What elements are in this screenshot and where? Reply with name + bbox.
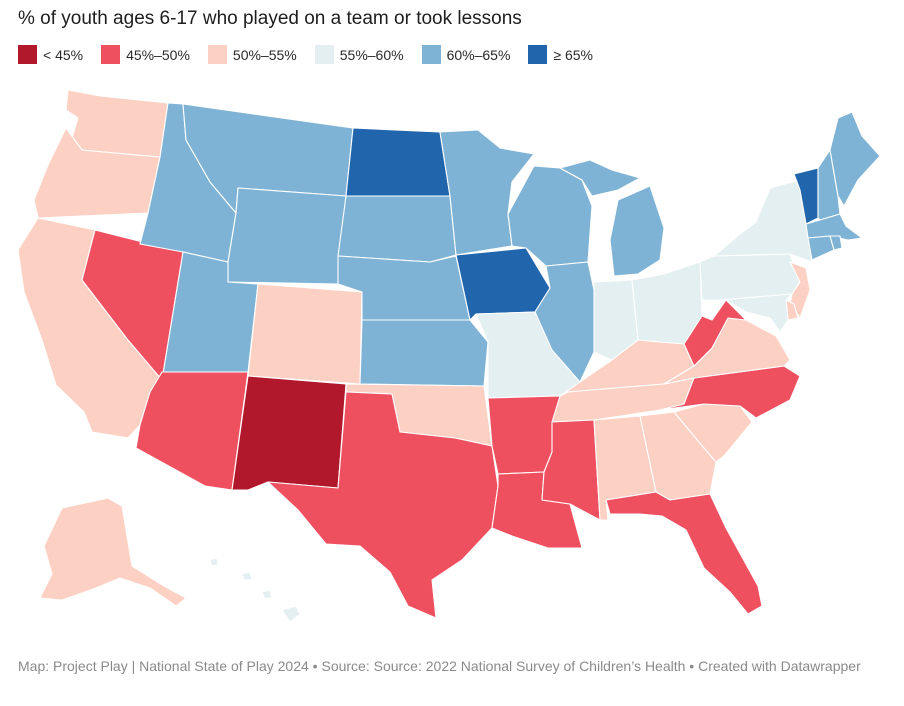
state-mi-up[interactable] [559, 159, 641, 197]
state-az[interactable] [135, 371, 249, 491]
state-ks[interactable] [359, 319, 489, 387]
state-sd[interactable] [337, 195, 457, 263]
us-choropleth-map [17, 89, 881, 623]
state-wi[interactable] [507, 165, 593, 267]
state-mi[interactable] [609, 185, 665, 277]
state-hi[interactable] [281, 605, 301, 623]
legend-swatch [101, 45, 121, 64]
legend-swatch [314, 45, 334, 64]
legend-swatch [18, 45, 37, 64]
map-title: % of youth ages 6-17 who played on a tea… [18, 8, 522, 29]
legend-swatch [207, 45, 227, 64]
state-co[interactable] [247, 283, 363, 385]
legend-swatch [528, 45, 548, 64]
state-nm[interactable] [231, 375, 347, 491]
state-pa[interactable] [699, 253, 801, 301]
legend-item: ≥ 65% [528, 45, 593, 64]
state-hi-oahu[interactable] [241, 571, 253, 581]
legend-label: 50%–55% [232, 46, 297, 63]
state-ia[interactable] [455, 247, 551, 321]
legend-swatch [421, 45, 441, 64]
state-ct[interactable] [807, 235, 835, 261]
state-me[interactable] [829, 111, 881, 207]
state-vt[interactable] [793, 167, 819, 225]
state-wa[interactable] [65, 89, 169, 158]
legend-label: < 45% [43, 46, 84, 63]
state-mn[interactable] [439, 129, 535, 256]
legend-label: 45%–50% [126, 46, 190, 63]
map-footer: Map: Project Play | National State of Pl… [18, 658, 861, 674]
state-nc[interactable] [659, 365, 801, 419]
state-hi-maui[interactable] [261, 589, 273, 599]
state-wv[interactable] [683, 299, 747, 367]
legend-item: 60%–65% [421, 45, 511, 64]
legend-item: 45%–50% [101, 45, 190, 64]
legend-label: 55%–60% [339, 46, 404, 63]
state-hi-kauai[interactable] [209, 557, 219, 567]
state-tx[interactable] [267, 391, 499, 619]
state-wy[interactable] [227, 187, 347, 285]
state-ny[interactable] [713, 179, 813, 263]
state-nd[interactable] [345, 127, 451, 197]
legend: < 45% 45%–50% 50%–55% 55%–60% 60%–65% ≥ … [18, 45, 611, 64]
legend-item: < 45% [18, 45, 83, 64]
state-ak[interactable] [39, 497, 187, 607]
state-md[interactable] [719, 293, 793, 333]
legend-label: 60%–65% [446, 46, 511, 63]
legend-label: ≥ 65% [553, 46, 593, 63]
legend-item: 50%–55% [207, 45, 297, 64]
state-fl[interactable] [605, 491, 763, 615]
state-ri[interactable] [829, 235, 843, 251]
legend-item: 55%–60% [314, 45, 404, 64]
